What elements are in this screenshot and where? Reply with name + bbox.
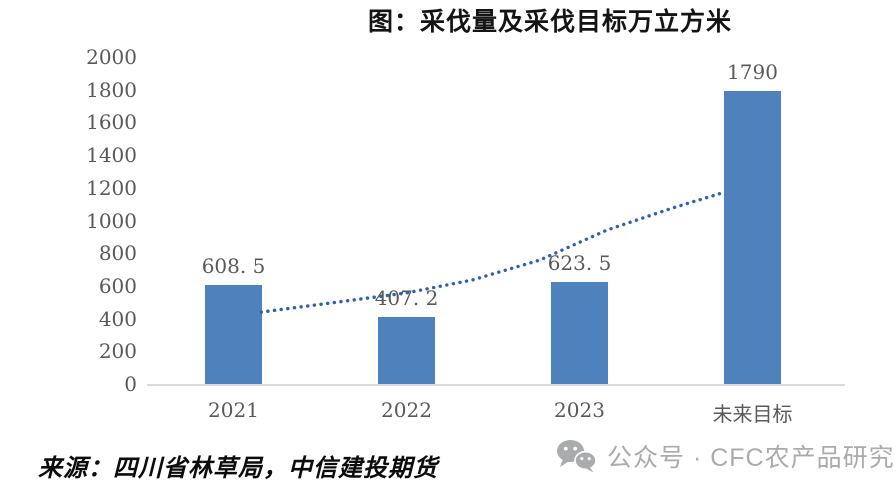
y-tick-label: 200 — [98, 339, 137, 364]
x-tick-label: 2022 — [381, 398, 432, 422]
y-tick-label: 600 — [98, 273, 137, 298]
wechat-icon — [557, 440, 597, 473]
x-tick-label: 2023 — [554, 398, 605, 422]
y-tick-label: 1200 — [86, 175, 137, 200]
trendline-path — [259, 190, 727, 314]
watermark: 公众号 · CFC农产品研究 — [556, 438, 895, 474]
bar-value-label: 608. 5 — [201, 253, 266, 278]
y-tick-label: 1800 — [86, 77, 137, 102]
source-note: 来源：四川省林草局，中信建投期货 — [38, 453, 438, 482]
y-tick-label: 1400 — [86, 143, 137, 168]
x-tick-label: 2021 — [208, 398, 259, 422]
watermark-text: 公众号 · CFC农产品研究 — [607, 444, 895, 472]
y-tick-label: 1600 — [86, 110, 137, 135]
x-tick-label: 未来目标 — [712, 402, 793, 426]
bar-未来目标 — [724, 91, 781, 384]
y-tick-label: 2000 — [86, 45, 137, 69]
y-tick-label: 1000 — [86, 208, 137, 233]
y-tick-label: 400 — [98, 306, 137, 331]
y-tick-label: 0 — [124, 372, 137, 396]
bar-2021 — [205, 284, 262, 384]
x-axis-line — [147, 384, 845, 386]
bar-2023 — [551, 282, 608, 384]
bar-value-label: 623. 5 — [547, 251, 612, 276]
chart-title: 图：采伐量及采伐目标万立方米 — [367, 7, 732, 36]
y-tick-label: 800 — [98, 241, 137, 266]
bar-value-label: 407. 2 — [374, 286, 439, 311]
bar-value-label: 1790 — [727, 60, 778, 85]
bar-2022 — [378, 317, 435, 384]
